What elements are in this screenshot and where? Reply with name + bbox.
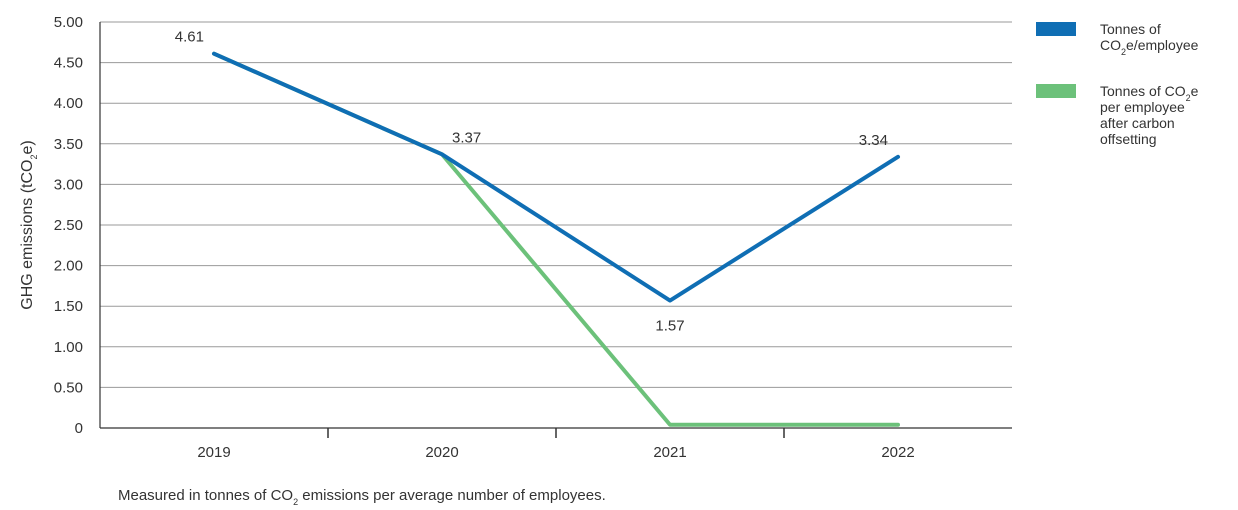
y-tick-label: 5.00 <box>54 14 83 31</box>
axes: 0 0.50 1.00 1.50 2.00 2.50 3.00 3.50 4.00 4.50 5.0… <box>54 14 1012 461</box>
data-label: 3.34 <box>859 132 888 149</box>
x-tick-label: 2022 <box>881 444 914 461</box>
x-tick-label: 2021 <box>653 444 686 461</box>
y-tick-label: 1.00 <box>54 339 83 356</box>
y-tick-label: 3.00 <box>54 176 83 193</box>
y-tick-label: 3.50 <box>54 136 83 153</box>
y-tick-label: 4.00 <box>54 95 83 112</box>
y-tick-label: 2.50 <box>54 217 83 234</box>
chart-note: Measured in tonnes of CO2 emissions per … <box>118 487 606 507</box>
legend-label-offset: per employee <box>1100 99 1185 115</box>
y-tick-label: 2.00 <box>54 258 83 275</box>
legend-label-offset: Tonnes of CO2e <box>1100 83 1199 103</box>
y-tick-label: 0.50 <box>54 379 83 396</box>
data-label: 4.61 <box>175 29 204 46</box>
data-labels: 4.61 3.37 1.57 3.34 <box>175 29 888 335</box>
y-tick-label: 0 <box>75 420 83 437</box>
data-label: 3.37 <box>452 129 481 146</box>
legend-label-total: Tonnes of <box>1100 21 1161 37</box>
series-line-offset <box>212 51 900 427</box>
series-line-total <box>212 51 900 303</box>
y-tick-label: 1.50 <box>54 298 83 315</box>
legend-label-offset: after carbon <box>1100 115 1175 131</box>
series-lines <box>212 51 900 427</box>
legend-label-total: CO2e/employee <box>1100 37 1199 57</box>
legend-swatch-total <box>1036 22 1076 36</box>
y-axis-title: GHG emissions (tCO2e) <box>19 140 39 310</box>
data-label: 1.57 <box>655 318 684 335</box>
x-tick-label: 2019 <box>197 444 230 461</box>
legend-swatch-offset <box>1036 84 1076 98</box>
gridlines <box>100 21 1012 429</box>
legend-label-offset: offsetting <box>1100 131 1157 147</box>
y-tick-label: 4.50 <box>54 55 83 72</box>
x-tick-label: 2020 <box>425 444 458 461</box>
